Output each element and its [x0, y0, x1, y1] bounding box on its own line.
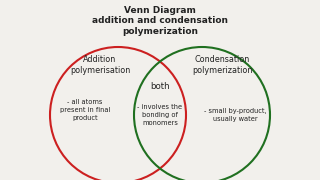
Text: - all atoms
present in final
product: - all atoms present in final product — [60, 99, 110, 121]
Text: Condensation
polymerization: Condensation polymerization — [192, 55, 252, 75]
Text: Venn Diagram: Venn Diagram — [124, 6, 196, 15]
Text: Addition
polymerisation: Addition polymerisation — [70, 55, 130, 75]
Text: - small by-product,
usually water: - small by-product, usually water — [204, 108, 266, 122]
Text: both: both — [150, 82, 170, 91]
Text: addition and condensation
polymerization: addition and condensation polymerization — [92, 16, 228, 36]
Text: - involves the
bonding of
monomers: - involves the bonding of monomers — [137, 104, 183, 126]
